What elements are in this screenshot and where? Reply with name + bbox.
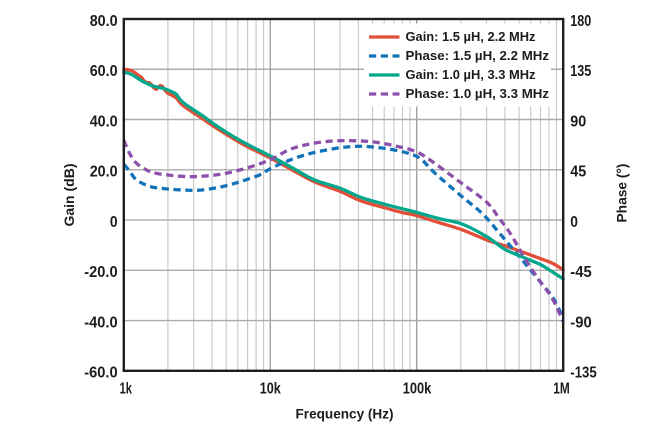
svg-text:60.0: 60.0 [90, 63, 118, 80]
svg-text:0: 0 [110, 214, 118, 231]
svg-text:45: 45 [570, 164, 586, 181]
svg-text:80.0: 80.0 [90, 13, 118, 30]
svg-text:1M: 1M [553, 381, 570, 398]
svg-text:-90: -90 [570, 314, 592, 331]
svg-text:135: 135 [570, 63, 591, 80]
svg-text:Gain: 1.5 µH, 2.2 MHz: Gain: 1.5 µH, 2.2 MHz [406, 29, 536, 44]
svg-text:-60.0: -60.0 [84, 365, 117, 382]
svg-text:Gain: 1.0 µH, 3.3 MHz: Gain: 1.0 µH, 3.3 MHz [406, 67, 536, 82]
svg-text:1k: 1k [120, 381, 132, 398]
svg-text:180: 180 [570, 13, 591, 30]
svg-text:Phase: 1.0 µH, 3.3 MHz: Phase: 1.0 µH, 3.3 MHz [406, 86, 550, 101]
svg-text:100k: 100k [403, 381, 432, 398]
svg-text:20.0: 20.0 [90, 164, 118, 181]
svg-text:10k: 10k [260, 381, 281, 398]
svg-text:Phase (°): Phase (°) [613, 164, 629, 223]
svg-text:Frequency (Hz): Frequency (Hz) [296, 406, 394, 422]
svg-text:Gain (dB): Gain (dB) [61, 164, 77, 227]
svg-text:-135: -135 [570, 365, 597, 382]
svg-text:Phase: 1.5 µH, 2.2 MHz: Phase: 1.5 µH, 2.2 MHz [406, 48, 550, 63]
svg-text:0: 0 [570, 214, 578, 231]
svg-text:40.0: 40.0 [90, 113, 118, 130]
svg-text:-45: -45 [570, 264, 592, 281]
svg-text:-40.0: -40.0 [84, 314, 117, 331]
svg-text:90: 90 [570, 113, 586, 130]
svg-text:-20.0: -20.0 [84, 264, 117, 281]
